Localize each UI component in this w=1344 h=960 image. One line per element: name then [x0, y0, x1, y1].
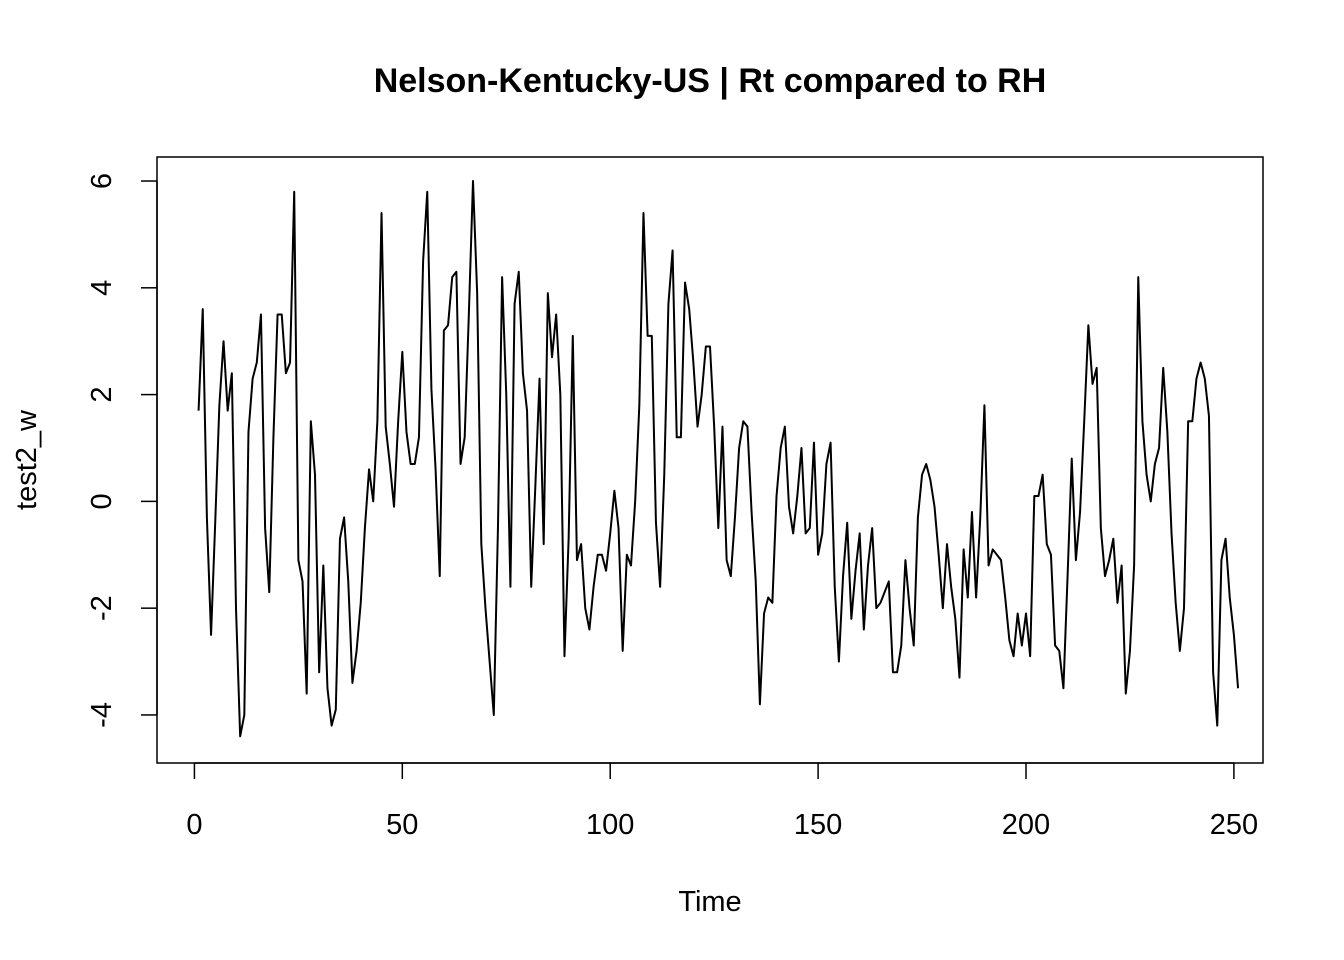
y-tick-label: 2	[86, 387, 118, 403]
y-tick-label: 0	[86, 493, 118, 509]
x-tick-label: 250	[1210, 809, 1258, 841]
chart-title: Nelson-Kentucky-US | Rt compared to RH	[374, 62, 1047, 100]
y-tick-label: 6	[86, 173, 118, 189]
x-axis: 0 50 100 150 200 250	[186, 762, 1258, 841]
series-line	[197, 180, 1240, 738]
plot-frame	[156, 156, 1264, 764]
y-tick-label: -4	[86, 702, 118, 728]
x-tick-label: 0	[186, 809, 202, 841]
y-tick-label: -2	[86, 595, 118, 621]
x-tick-label: 100	[586, 809, 634, 841]
y-axis: -4 -2 0 2 4 6	[86, 173, 158, 728]
x-axis-label: Time	[678, 886, 741, 918]
series-layer	[197, 180, 1240, 738]
y-axis-label: test2_w	[11, 409, 43, 510]
x-tick-label: 200	[1002, 809, 1050, 841]
x-tick-label: 150	[794, 809, 842, 841]
y-tick-label: 4	[86, 280, 118, 296]
x-tick-label: 50	[386, 809, 418, 841]
